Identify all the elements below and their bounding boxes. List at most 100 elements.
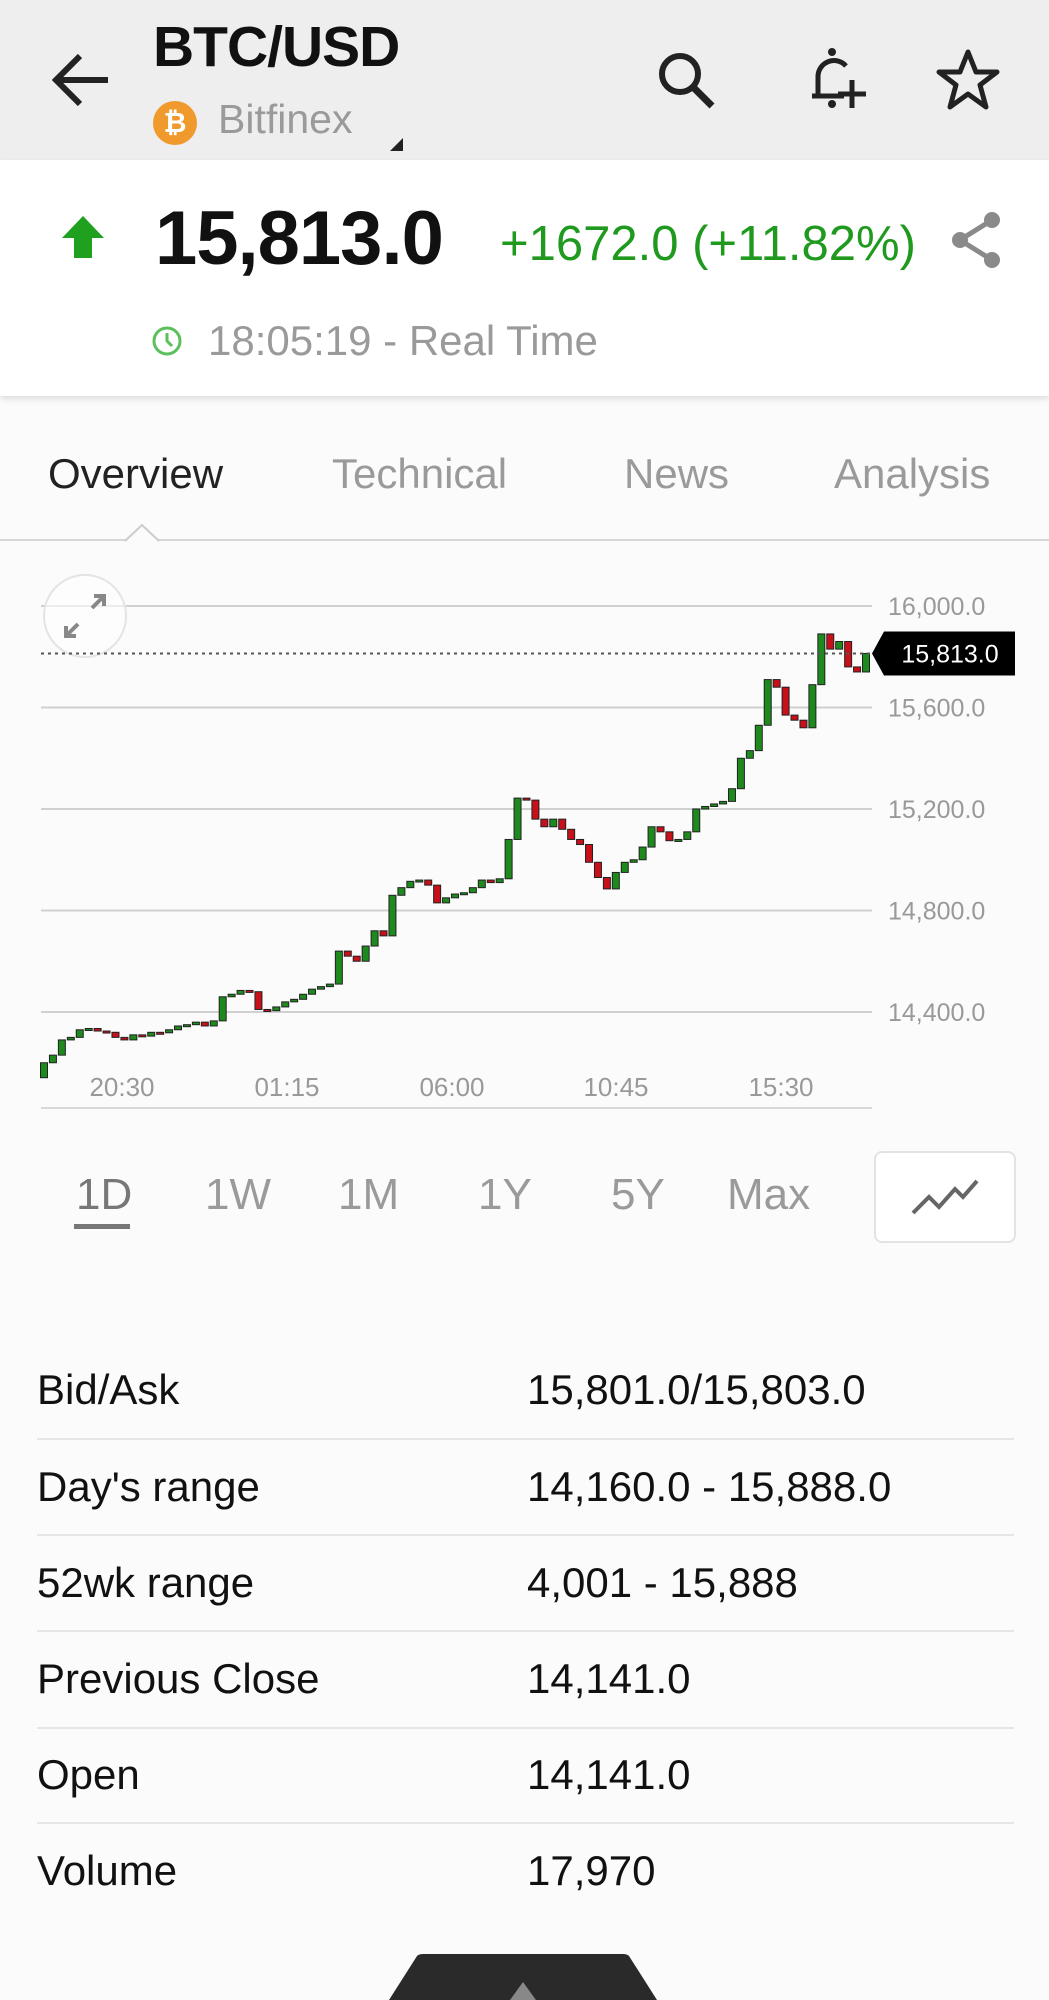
candle-down [567, 828, 576, 840]
stat-value-previous-close: 14,141.0 [527, 1655, 691, 1702]
last-price-label: 15,813.0 [901, 640, 998, 668]
candle-up [442, 897, 451, 904]
candle-down [156, 1031, 165, 1035]
candle-down [352, 955, 361, 962]
quote-panel [0, 160, 1049, 396]
candle-up [308, 988, 317, 995]
candle-down [93, 1027, 102, 1032]
candle-up [754, 724, 763, 752]
range-1y[interactable]: 1Y [478, 1170, 532, 1219]
candle-down [120, 1036, 129, 1041]
y-tick-label: 14,400.0 [888, 999, 985, 1027]
range-5y[interactable]: 5Y [611, 1170, 665, 1219]
last-price-tag [872, 631, 1015, 676]
stat-label-52wk-range: 52wk range [37, 1559, 255, 1606]
candle-up [504, 838, 513, 880]
quote-time: 18:05:19 - Real Time [208, 317, 598, 364]
candle-down [531, 799, 540, 820]
tab-technical[interactable]: Technical [332, 450, 508, 497]
divider [37, 1822, 1014, 1824]
instrument-title: BTC/USD [153, 15, 400, 79]
candle-down [540, 818, 549, 828]
dropdown-caret-icon[interactable] [390, 138, 403, 151]
line-chart-icon [911, 1179, 979, 1215]
share-icon[interactable] [948, 210, 1004, 270]
candle-up [638, 846, 647, 861]
bitcoin-icon: ₿ [153, 101, 197, 145]
candle-down [263, 1008, 272, 1012]
candle-up [281, 1001, 290, 1008]
candle-up [84, 1027, 93, 1031]
back-arrow-icon[interactable] [52, 52, 112, 108]
stat-label-open: Open [37, 1751, 140, 1798]
stat-label-previous-close: Previous Close [37, 1655, 320, 1702]
candle-down [665, 831, 674, 842]
candle-down [522, 797, 531, 801]
candle-down [245, 989, 254, 993]
exchange-selector[interactable]: Bitfinex [218, 96, 353, 142]
candle-up [48, 1054, 57, 1064]
y-tick-label: 16,000.0 [888, 593, 985, 621]
candle-up [817, 633, 826, 686]
x-tick-label: 15:30 [748, 1072, 813, 1102]
candle-up [290, 998, 299, 1003]
chart-type-button[interactable] [874, 1151, 1016, 1243]
candle-up [370, 930, 379, 947]
candle-up [334, 950, 343, 985]
range-1w[interactable]: 1W [205, 1170, 271, 1219]
star-icon[interactable] [935, 48, 1001, 112]
range-max[interactable]: Max [727, 1170, 811, 1219]
bottom-drawer-handle[interactable] [389, 1954, 657, 2000]
candle-up [692, 808, 701, 833]
price-chart[interactable]: 16,000.0 15,600.0 15,200.0 14,800.0 14,400.0… [0, 560, 1049, 1120]
candle-up [174, 1025, 183, 1031]
stat-value-52wk-range: 4,001 - 15,888 [527, 1559, 798, 1606]
candle-up [611, 871, 620, 890]
candle-up [701, 805, 710, 810]
x-tick-label: 06:00 [419, 1072, 484, 1102]
tab-news[interactable]: News [624, 450, 730, 497]
candle-up [40, 1062, 48, 1079]
candle-up [451, 893, 459, 899]
candle-up [66, 1036, 75, 1041]
candle-down [790, 714, 799, 721]
app-header: BTC/USD ₿ Bitfinex [0, 0, 1049, 160]
candle-up [647, 826, 656, 848]
candle-up [808, 684, 817, 729]
candle-down [486, 879, 495, 884]
candle-down [602, 877, 611, 890]
candle-up [316, 986, 325, 990]
range-1d[interactable]: 1D [76, 1170, 133, 1219]
stat-label-volume: Volume [37, 1847, 178, 1894]
candle-down [424, 879, 433, 886]
candle-up [468, 887, 477, 894]
candle-up [129, 1034, 138, 1041]
divider [37, 1630, 1014, 1632]
add-alert-icon[interactable] [800, 44, 870, 114]
range-1m[interactable]: 1M [338, 1170, 400, 1219]
stat-value-bid-ask: 15,801.0/15,803.0 [527, 1366, 866, 1413]
candle-up [182, 1024, 191, 1028]
x-tick-label: 01:15 [254, 1072, 319, 1102]
candle-up [620, 861, 629, 873]
candle-down [102, 1030, 111, 1034]
y-tick-label: 15,600.0 [888, 695, 985, 723]
expand-chart-button[interactable] [43, 574, 127, 658]
candle-down [254, 991, 263, 1010]
expand-icon [64, 594, 106, 638]
candle-up [325, 983, 334, 988]
candle-down [781, 686, 790, 716]
candle-down [200, 1021, 209, 1027]
candle-down [585, 844, 594, 863]
candle-up [165, 1029, 174, 1034]
candle-up [227, 993, 236, 998]
tab-overview[interactable]: Overview [48, 450, 224, 497]
candle-up [727, 788, 736, 802]
candle-up [272, 1006, 281, 1012]
candle-up [763, 679, 772, 726]
x-tick-label: 20:30 [89, 1072, 154, 1102]
search-icon[interactable] [654, 48, 718, 112]
stat-value-volume: 17,970 [527, 1847, 656, 1894]
tab-analysis[interactable]: Analysis [834, 450, 991, 497]
divider [37, 1438, 1014, 1440]
